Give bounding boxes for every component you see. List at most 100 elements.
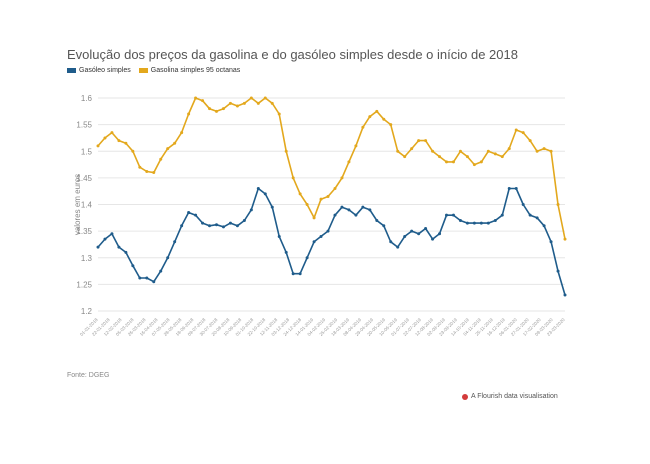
data-point — [542, 224, 546, 228]
data-point — [528, 213, 532, 217]
data-point — [291, 176, 295, 180]
data-point — [431, 149, 435, 153]
data-point — [375, 109, 379, 113]
data-point — [249, 96, 253, 100]
data-point — [556, 269, 560, 273]
data-point — [354, 213, 358, 217]
data-point — [103, 136, 107, 140]
data-point — [319, 197, 323, 201]
data-point — [284, 250, 288, 254]
data-point — [298, 272, 302, 276]
data-point — [124, 141, 128, 145]
data-point — [410, 147, 414, 151]
data-point — [166, 147, 170, 151]
data-point — [312, 240, 316, 244]
chart-title: Evolução dos preços da gasolina e do gas… — [67, 47, 518, 62]
data-point — [277, 112, 281, 116]
y-tick-label: 1.6 — [81, 94, 93, 103]
data-point — [472, 221, 476, 225]
flourish-credit[interactable]: A Flourish data visualisation — [462, 393, 558, 400]
data-point — [291, 272, 295, 276]
data-point — [312, 216, 316, 220]
data-point — [159, 157, 163, 161]
data-point — [465, 155, 469, 159]
data-point — [521, 203, 525, 206]
data-point — [563, 293, 567, 297]
data-point — [340, 205, 344, 209]
data-point — [208, 107, 212, 111]
data-point — [382, 224, 386, 228]
data-point — [451, 213, 455, 217]
data-point — [556, 203, 560, 206]
flourish-credit-label: A Flourish data visualisation — [471, 393, 558, 400]
data-point — [194, 96, 198, 100]
data-point — [284, 149, 288, 153]
data-point — [235, 104, 239, 108]
data-point — [305, 203, 309, 206]
y-tick-label: 1.45 — [76, 174, 92, 183]
data-point — [110, 131, 114, 135]
data-point — [368, 115, 372, 119]
data-point — [333, 187, 337, 191]
data-point — [493, 218, 497, 222]
legend-item-diesel[interactable]: Gasóleo simples — [67, 67, 131, 74]
data-point — [347, 160, 351, 164]
series-line-1 — [97, 97, 566, 240]
data-point — [472, 163, 476, 167]
data-point — [319, 234, 323, 238]
data-point — [228, 101, 232, 105]
data-point — [500, 155, 504, 159]
data-point — [298, 192, 302, 196]
data-point — [305, 256, 309, 260]
data-point — [180, 131, 184, 135]
data-point — [451, 160, 455, 164]
data-point — [535, 216, 539, 220]
data-point — [326, 229, 330, 233]
y-tick-label: 1.3 — [81, 254, 93, 263]
data-point — [96, 144, 100, 148]
data-point — [96, 245, 100, 249]
data-point — [410, 229, 414, 233]
y-axis-label: valores em euros — [73, 174, 82, 235]
legend-swatch-diesel — [67, 68, 76, 73]
data-point — [549, 240, 553, 244]
data-point — [458, 149, 462, 153]
data-point — [124, 250, 128, 254]
data-point — [361, 125, 365, 129]
data-point — [389, 123, 393, 127]
data-point — [382, 117, 386, 121]
data-point — [424, 139, 428, 143]
data-point — [131, 149, 135, 153]
data-point — [403, 155, 407, 159]
data-point — [438, 232, 442, 236]
data-point — [201, 221, 205, 225]
data-point — [145, 169, 149, 173]
data-point — [214, 223, 218, 227]
data-point — [431, 237, 435, 241]
data-point — [403, 234, 407, 238]
legend-item-gasoline[interactable]: Gasolina simples 95 octanas — [138, 67, 241, 74]
data-point — [214, 109, 218, 113]
data-point — [221, 225, 225, 229]
data-point — [396, 245, 400, 249]
data-point — [424, 226, 428, 230]
data-point — [396, 149, 400, 153]
data-point — [263, 96, 267, 100]
data-point — [340, 176, 344, 180]
legend-label-gasoline: Gasolina simples 95 octanas — [150, 67, 241, 74]
data-point — [235, 224, 239, 228]
flourish-logo-icon — [462, 393, 468, 400]
data-point — [417, 232, 421, 236]
data-point — [173, 141, 177, 145]
data-point — [138, 276, 142, 280]
data-point — [563, 237, 567, 241]
data-point — [542, 147, 546, 151]
data-point — [110, 232, 114, 236]
data-point — [131, 264, 135, 268]
data-point — [514, 187, 518, 191]
data-point — [535, 149, 539, 153]
data-point — [117, 139, 121, 143]
data-point — [486, 221, 490, 225]
data-point — [173, 240, 177, 244]
y-tick-label: 1.55 — [76, 121, 92, 130]
